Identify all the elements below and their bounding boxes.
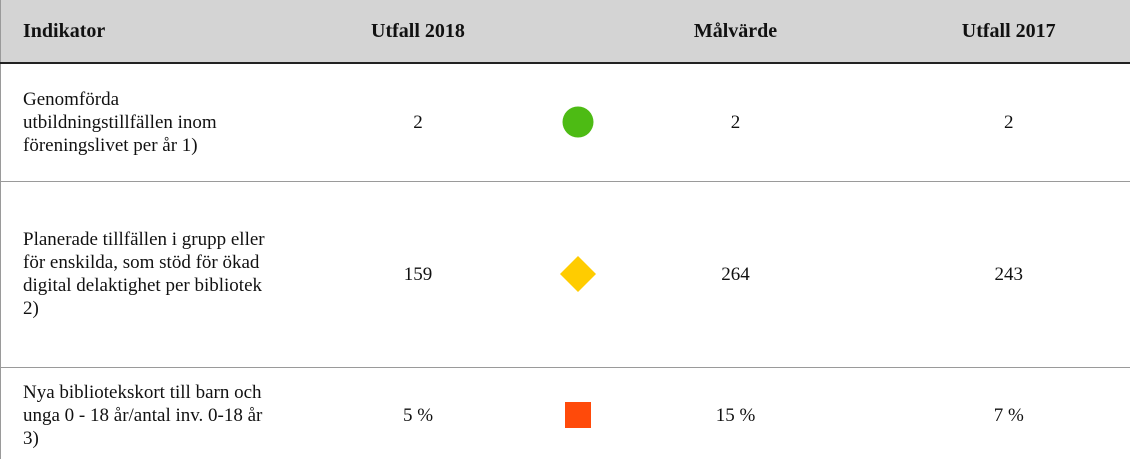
cell: 5 % bbox=[290, 366, 546, 459]
header-row: Indikator Utfall 2018 Målvärde Utfall 20… bbox=[0, 0, 1130, 64]
indicator: Planerade tillfällen i grupp eller för e… bbox=[0, 180, 291, 368]
cell: 15 % bbox=[610, 366, 861, 459]
cell: 2 bbox=[860, 62, 1130, 182]
status-diamond bbox=[560, 256, 596, 292]
cell: 243 bbox=[860, 180, 1130, 368]
indicator: Nya bibliotekskort till barn och unga 0 … bbox=[0, 366, 291, 459]
cell: 2 bbox=[610, 62, 861, 182]
cell: 159 bbox=[290, 180, 546, 368]
header-cell: Indikator bbox=[0, 0, 291, 64]
row: Planerade tillfällen i grupp eller för e… bbox=[0, 180, 1130, 368]
cell: 264 bbox=[610, 180, 861, 368]
header-cell: Målvärde bbox=[610, 0, 861, 64]
indicator: Genomförda utbildningstillfällen inom fö… bbox=[0, 62, 291, 182]
status-cell bbox=[545, 62, 611, 182]
status-circle bbox=[562, 106, 594, 138]
status-cell bbox=[545, 180, 611, 368]
cell: 7 % bbox=[860, 366, 1130, 459]
row: Genomförda utbildningstillfällen inom fö… bbox=[0, 62, 1130, 182]
cell: 2 bbox=[290, 62, 546, 182]
header-cell: Utfall 2017 bbox=[860, 0, 1130, 64]
status-cell bbox=[545, 366, 611, 459]
header-cell bbox=[545, 0, 611, 64]
row: Nya bibliotekskort till barn och unga 0 … bbox=[0, 366, 1130, 459]
status-square bbox=[565, 402, 591, 428]
header-cell: Utfall 2018 bbox=[290, 0, 546, 64]
